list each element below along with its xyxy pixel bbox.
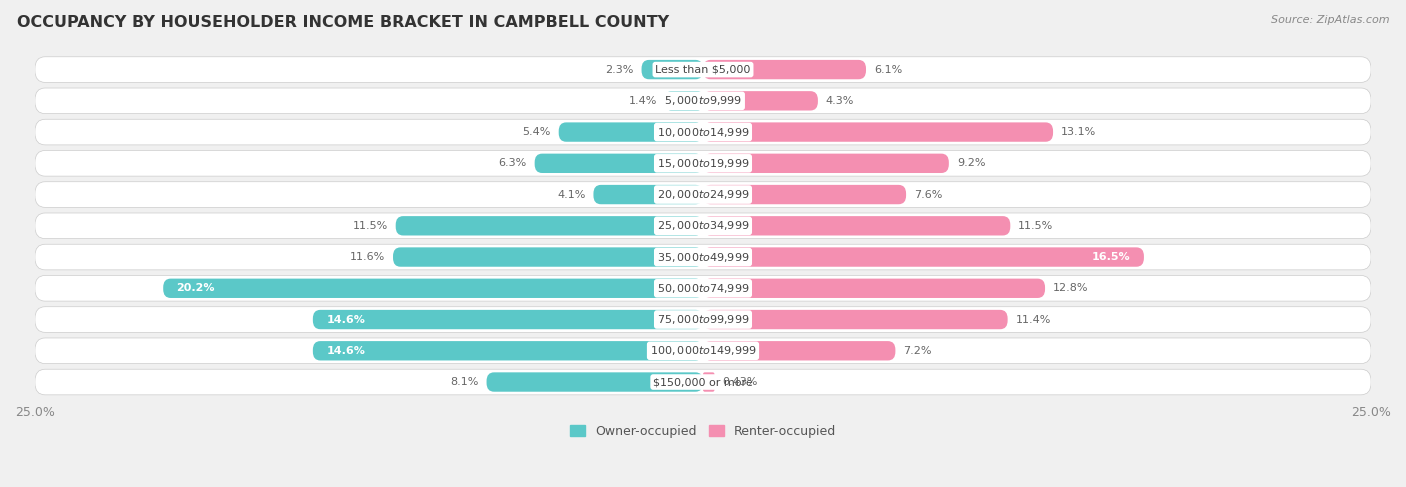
FancyBboxPatch shape [35,88,1371,113]
Text: 13.1%: 13.1% [1062,127,1097,137]
FancyBboxPatch shape [394,247,703,267]
Text: $35,000 to $49,999: $35,000 to $49,999 [657,250,749,263]
Text: 4.1%: 4.1% [557,189,585,200]
FancyBboxPatch shape [395,216,703,236]
FancyBboxPatch shape [314,341,703,360]
Text: $10,000 to $14,999: $10,000 to $14,999 [657,126,749,139]
FancyBboxPatch shape [703,122,1053,142]
FancyBboxPatch shape [703,341,896,360]
FancyBboxPatch shape [703,91,818,111]
FancyBboxPatch shape [163,279,703,298]
FancyBboxPatch shape [35,244,1371,270]
Text: OCCUPANCY BY HOUSEHOLDER INCOME BRACKET IN CAMPBELL COUNTY: OCCUPANCY BY HOUSEHOLDER INCOME BRACKET … [17,15,669,30]
FancyBboxPatch shape [593,185,703,204]
Text: 9.2%: 9.2% [957,158,986,169]
Text: $50,000 to $74,999: $50,000 to $74,999 [657,282,749,295]
Text: 16.5%: 16.5% [1092,252,1130,262]
Text: 0.43%: 0.43% [723,377,758,387]
FancyBboxPatch shape [703,153,949,173]
FancyBboxPatch shape [35,182,1371,207]
Text: $20,000 to $24,999: $20,000 to $24,999 [657,188,749,201]
Text: 6.3%: 6.3% [498,158,527,169]
Legend: Owner-occupied, Renter-occupied: Owner-occupied, Renter-occupied [565,420,841,443]
Text: 1.4%: 1.4% [630,96,658,106]
Text: $15,000 to $19,999: $15,000 to $19,999 [657,157,749,170]
FancyBboxPatch shape [558,122,703,142]
FancyBboxPatch shape [703,216,1011,236]
Text: 11.4%: 11.4% [1015,315,1052,324]
Text: Less than $5,000: Less than $5,000 [655,65,751,75]
Text: 7.2%: 7.2% [904,346,932,356]
FancyBboxPatch shape [486,373,703,392]
Text: 6.1%: 6.1% [875,65,903,75]
FancyBboxPatch shape [641,60,703,79]
Text: 12.8%: 12.8% [1053,283,1088,293]
FancyBboxPatch shape [35,307,1371,332]
FancyBboxPatch shape [703,310,1008,329]
FancyBboxPatch shape [703,373,714,392]
Text: $100,000 to $149,999: $100,000 to $149,999 [650,344,756,357]
FancyBboxPatch shape [534,153,703,173]
FancyBboxPatch shape [35,276,1371,301]
FancyBboxPatch shape [703,279,1045,298]
Text: 11.6%: 11.6% [350,252,385,262]
Text: 2.3%: 2.3% [605,65,634,75]
FancyBboxPatch shape [703,60,866,79]
FancyBboxPatch shape [703,247,1144,267]
FancyBboxPatch shape [35,119,1371,145]
FancyBboxPatch shape [314,310,703,329]
Text: $25,000 to $34,999: $25,000 to $34,999 [657,219,749,232]
FancyBboxPatch shape [35,369,1371,395]
Text: 20.2%: 20.2% [177,283,215,293]
Text: 4.3%: 4.3% [825,96,855,106]
FancyBboxPatch shape [665,91,703,111]
FancyBboxPatch shape [703,185,905,204]
Text: $75,000 to $99,999: $75,000 to $99,999 [657,313,749,326]
Text: 5.4%: 5.4% [522,127,551,137]
FancyBboxPatch shape [35,338,1371,364]
Text: 11.5%: 11.5% [1018,221,1053,231]
Text: 7.6%: 7.6% [914,189,942,200]
Text: 14.6%: 14.6% [326,346,366,356]
Text: 11.5%: 11.5% [353,221,388,231]
Text: $5,000 to $9,999: $5,000 to $9,999 [664,94,742,107]
Text: $150,000 or more: $150,000 or more [654,377,752,387]
Text: Source: ZipAtlas.com: Source: ZipAtlas.com [1271,15,1389,25]
FancyBboxPatch shape [35,213,1371,239]
Text: 8.1%: 8.1% [450,377,478,387]
FancyBboxPatch shape [35,150,1371,176]
Text: 14.6%: 14.6% [326,315,366,324]
FancyBboxPatch shape [35,57,1371,82]
